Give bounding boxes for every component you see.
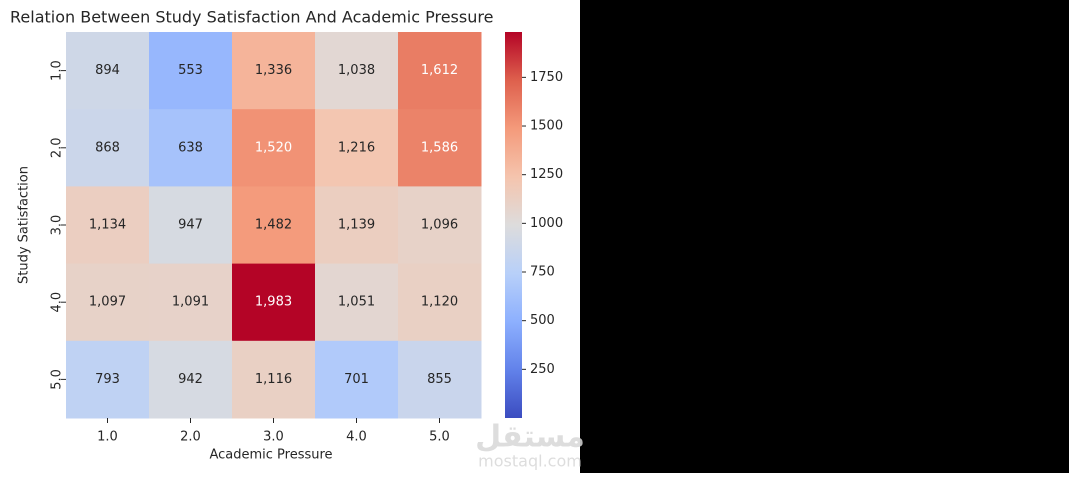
cell-label: 868 bbox=[95, 140, 120, 155]
y-axis-label: Study Satisfaction bbox=[17, 166, 32, 284]
cell-label: 1,586 bbox=[421, 140, 458, 155]
heatmap-cell bbox=[232, 186, 316, 265]
y-tick-label: 4.0 bbox=[50, 292, 65, 313]
cell-label: 894 bbox=[95, 63, 120, 78]
x-axis-label: Academic Pressure bbox=[209, 448, 332, 463]
x-tick-label: 3.0 bbox=[263, 430, 284, 445]
cell-label: 1,134 bbox=[89, 218, 126, 233]
colorbar-tick-label: 750 bbox=[530, 265, 555, 280]
cell-label: 1,336 bbox=[255, 63, 292, 78]
cell-label: 1,096 bbox=[421, 218, 458, 233]
heatmap-cell bbox=[66, 32, 150, 110]
cell-label: 1,097 bbox=[89, 295, 126, 310]
x-tick-label: 1.0 bbox=[97, 430, 118, 445]
cell-label: 1,520 bbox=[255, 140, 292, 155]
watermark: mostaql.com bbox=[478, 452, 582, 471]
y-tick-label: 2.0 bbox=[50, 137, 65, 158]
cell-label: 1,038 bbox=[338, 63, 375, 78]
heatmap-cell bbox=[66, 263, 150, 342]
heatmap-cell bbox=[398, 186, 482, 265]
heatmap-cell bbox=[66, 186, 150, 265]
cell-label: 701 bbox=[344, 372, 369, 387]
heatmap-cell bbox=[398, 32, 482, 110]
colorbar-tick-label: 1000 bbox=[530, 216, 563, 231]
heatmap-cell bbox=[232, 32, 316, 110]
heatmap-cell bbox=[315, 186, 399, 265]
dark-panel bbox=[580, 0, 1069, 473]
cell-label: 553 bbox=[178, 63, 203, 78]
heatmap-cell bbox=[232, 109, 316, 187]
heatmap-cell bbox=[315, 340, 399, 419]
cell-label: 1,116 bbox=[255, 372, 292, 387]
chart-title: Relation Between Study Satisfaction And … bbox=[10, 8, 493, 27]
heatmap-cell bbox=[315, 109, 399, 187]
cell-label: 942 bbox=[178, 372, 203, 387]
heatmap-cell bbox=[398, 109, 482, 187]
heatmap-cell bbox=[66, 109, 150, 187]
cell-label: 1,091 bbox=[172, 295, 209, 310]
y-tick-label: 3.0 bbox=[50, 215, 65, 236]
colorbar-tick-label: 500 bbox=[530, 313, 555, 328]
y-tick-label: 1.0 bbox=[50, 60, 65, 81]
heatmap-cell bbox=[398, 340, 482, 419]
colorbar-tick-label: 1750 bbox=[530, 70, 563, 85]
heatmap-cell bbox=[149, 340, 233, 419]
cell-label: 793 bbox=[95, 372, 120, 387]
cell-label: 855 bbox=[427, 372, 452, 387]
colorbar bbox=[505, 32, 522, 418]
colorbar-tick-label: 1250 bbox=[530, 167, 563, 182]
heatmap-cell bbox=[66, 340, 150, 419]
heatmap-cell bbox=[149, 263, 233, 342]
x-tick-label: 5.0 bbox=[429, 430, 450, 445]
cell-label: 947 bbox=[178, 218, 203, 233]
cell-label: 1,983 bbox=[255, 295, 292, 310]
colorbar-tick-label: 250 bbox=[530, 362, 555, 377]
x-tick-label: 4.0 bbox=[346, 430, 367, 445]
cell-label: 1,139 bbox=[338, 218, 375, 233]
cell-label: 1,482 bbox=[255, 218, 292, 233]
cell-label: 638 bbox=[178, 140, 203, 155]
cell-label: 1,051 bbox=[338, 295, 375, 310]
watermark: مستقل bbox=[475, 420, 585, 455]
x-tick-label: 2.0 bbox=[180, 430, 201, 445]
y-tick-label: 5.0 bbox=[50, 369, 65, 390]
heatmap-cell bbox=[149, 186, 233, 265]
cell-label: 1,216 bbox=[338, 140, 375, 155]
heatmap-cell bbox=[315, 32, 399, 110]
heatmap-cell bbox=[398, 263, 482, 342]
cell-label: 1,612 bbox=[421, 63, 458, 78]
heatmap-cell bbox=[149, 32, 233, 110]
cell-label: 1,120 bbox=[421, 295, 458, 310]
heatmap-cell bbox=[315, 263, 399, 342]
colorbar-tick-label: 1500 bbox=[530, 119, 563, 134]
heatmap-cell bbox=[232, 340, 316, 419]
heatmap-cell bbox=[232, 263, 316, 342]
heatmap-cell bbox=[149, 109, 233, 187]
